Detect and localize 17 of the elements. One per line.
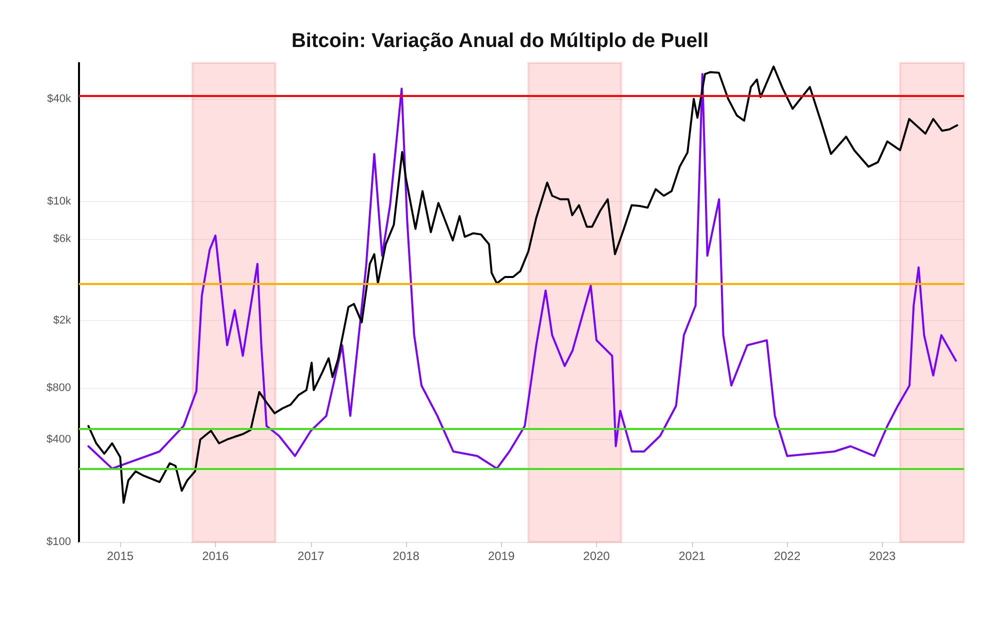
x-tick-label: 2022 <box>774 549 801 563</box>
x-tick-label: 2016 <box>202 549 230 563</box>
y-tick-label: $2k <box>53 314 72 326</box>
x-tick-label: 2015 <box>106 549 134 563</box>
y-tick-label: $40k <box>47 92 72 105</box>
chart-title: Bitcoin: Variação Anual do Múltiplo de Puell <box>291 30 709 52</box>
x-tick-label: 2020 <box>583 549 610 563</box>
y-tick-label: $800 <box>46 382 71 394</box>
y-tick-label: $100 <box>46 536 71 548</box>
x-tick-label: 2018 <box>392 549 420 563</box>
x-tick-label: 2021 <box>678 549 706 563</box>
x-tick-label: 2017 <box>298 549 325 563</box>
y-tick-label: $400 <box>46 433 71 446</box>
y-tick-label: $10k <box>47 195 72 208</box>
y-tick-label: $6k <box>53 233 72 246</box>
x-tick-label: 2023 <box>869 549 896 563</box>
x-tick-label: 2019 <box>488 549 515 563</box>
